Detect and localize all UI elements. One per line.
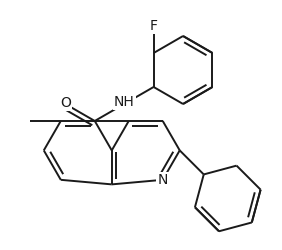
Text: O: O [60, 96, 71, 110]
Text: N: N [158, 173, 168, 187]
Text: F: F [150, 19, 158, 33]
Text: NH: NH [114, 95, 135, 109]
